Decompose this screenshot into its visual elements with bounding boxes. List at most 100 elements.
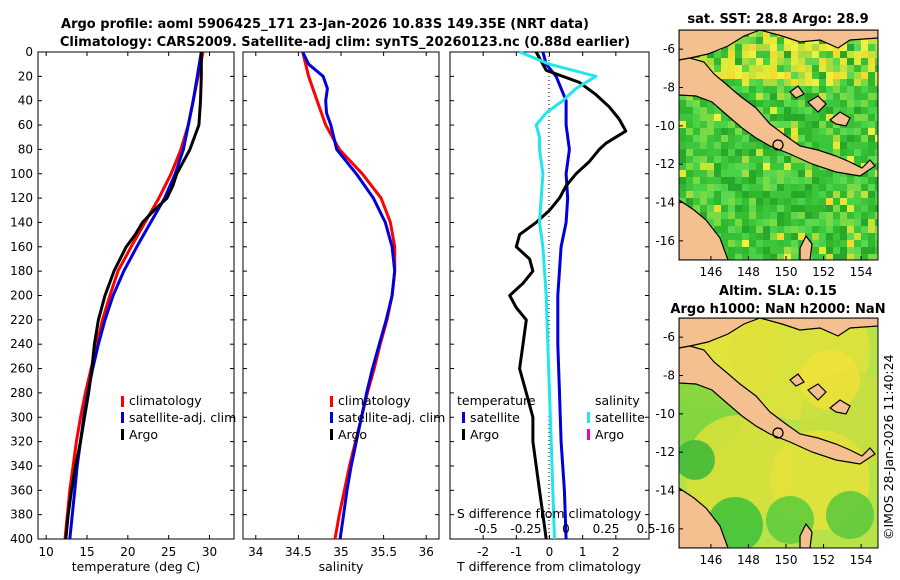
sst-cell	[840, 184, 848, 192]
x-tick-label: 25	[161, 545, 176, 559]
difference-legend-temperature: temperature satellite Argo	[457, 393, 536, 442]
salinity-panel: 34 34.5 35 35.5 36 salinity climatology sate…	[242, 51, 445, 574]
sst-cell	[868, 79, 876, 87]
sst-cell	[770, 44, 778, 52]
sst-cell	[714, 226, 722, 234]
sst-cell	[714, 177, 722, 185]
sst-cell	[770, 226, 778, 234]
sst-cell	[707, 205, 715, 213]
sst-cell	[868, 72, 876, 80]
sst-cell	[777, 156, 785, 164]
sst-cell	[847, 128, 855, 136]
sst-cell	[749, 44, 757, 52]
sst-cell	[749, 219, 757, 227]
sst-cell	[812, 107, 820, 115]
sst-cell	[791, 212, 799, 220]
temperature-legend: climatology satellite-adj. clim Argo	[121, 393, 236, 442]
sst-cell	[777, 121, 785, 129]
sst-cell	[721, 58, 729, 66]
sst-cell	[875, 65, 878, 73]
sst-cell	[728, 72, 736, 80]
sst-cell	[749, 170, 757, 178]
sst-cell	[875, 205, 878, 213]
sst-cell	[777, 254, 785, 260]
sst-cell	[840, 198, 848, 206]
sla-blob	[800, 350, 860, 410]
sst-cell	[721, 156, 729, 164]
map-lon-label: 148	[737, 553, 760, 567]
legend-swatch-satellite	[330, 412, 333, 423]
sst-cell	[721, 65, 729, 73]
sst-cell	[868, 198, 876, 206]
sst-cell	[714, 205, 722, 213]
sst-cell	[791, 170, 799, 178]
sst-cell	[875, 191, 878, 199]
sst-cell	[728, 58, 736, 66]
sst-cell	[812, 184, 820, 192]
sst-cell	[756, 247, 764, 255]
map-lon-label: 152	[812, 265, 835, 279]
sst-cell	[868, 44, 876, 52]
sst-cell	[854, 37, 862, 45]
sst-cell	[742, 72, 750, 80]
sst-cell	[756, 219, 764, 227]
sst-cell	[721, 149, 729, 157]
sst-cell	[875, 177, 878, 185]
sst-cell	[805, 121, 813, 129]
sst-cell	[812, 72, 820, 80]
sst-cell	[714, 219, 722, 227]
sst-cell	[693, 170, 701, 178]
sst-cell	[791, 100, 799, 108]
sst-cell	[819, 170, 827, 178]
sst-cell	[826, 191, 834, 199]
t-diff-label: T difference from climatology	[456, 559, 642, 574]
sst-cell	[728, 142, 736, 150]
sst-cell	[791, 184, 799, 192]
sst-cell	[840, 86, 848, 94]
sst-cell	[707, 114, 715, 122]
sst-cell	[721, 184, 729, 192]
depth-tick-label: 260	[10, 362, 33, 376]
sst-cell	[826, 51, 834, 59]
sst-cell	[693, 184, 701, 192]
sst-cell	[735, 233, 743, 241]
sst-cell	[854, 254, 862, 260]
sst-cell	[763, 170, 771, 178]
sst-cell	[833, 198, 841, 206]
sst-cell	[756, 149, 764, 157]
sst-cell	[714, 163, 722, 171]
sst-cell	[693, 142, 701, 150]
sst-cell	[770, 58, 778, 66]
sst-cell	[742, 93, 750, 101]
s-diff-label: S difference from climatology	[457, 506, 642, 521]
sst-cell	[791, 163, 799, 171]
sst-cell	[714, 191, 722, 199]
sst-cell	[679, 177, 687, 185]
sst-cell	[798, 114, 806, 122]
sst-cell	[763, 37, 771, 45]
sst-cell	[861, 58, 869, 66]
sst-cell	[833, 205, 841, 213]
sst-cell	[875, 219, 878, 227]
sst-cell	[840, 233, 848, 241]
sst-cell	[875, 212, 878, 220]
series-climatology	[301, 51, 397, 540]
sla-blob	[826, 491, 874, 539]
sla-land	[679, 318, 878, 548]
map-lat-label: -8	[663, 81, 675, 95]
legend-temp-satellite: satellite	[470, 410, 520, 425]
sst-cell	[819, 114, 827, 122]
sst-cell	[812, 198, 820, 206]
legend-temp-argo: Argo	[470, 427, 499, 442]
sst-cell	[714, 51, 722, 59]
sst-cell	[707, 184, 715, 192]
sst-cell	[819, 135, 827, 143]
sst-cell	[812, 254, 820, 260]
legend-swatch-temp-argo	[462, 429, 465, 440]
sst-cell	[721, 121, 729, 129]
sst-cell	[798, 191, 806, 199]
sst-cell	[686, 163, 694, 171]
sst-cell	[861, 156, 869, 164]
sst-cell	[875, 170, 878, 178]
sst-cell	[798, 219, 806, 227]
